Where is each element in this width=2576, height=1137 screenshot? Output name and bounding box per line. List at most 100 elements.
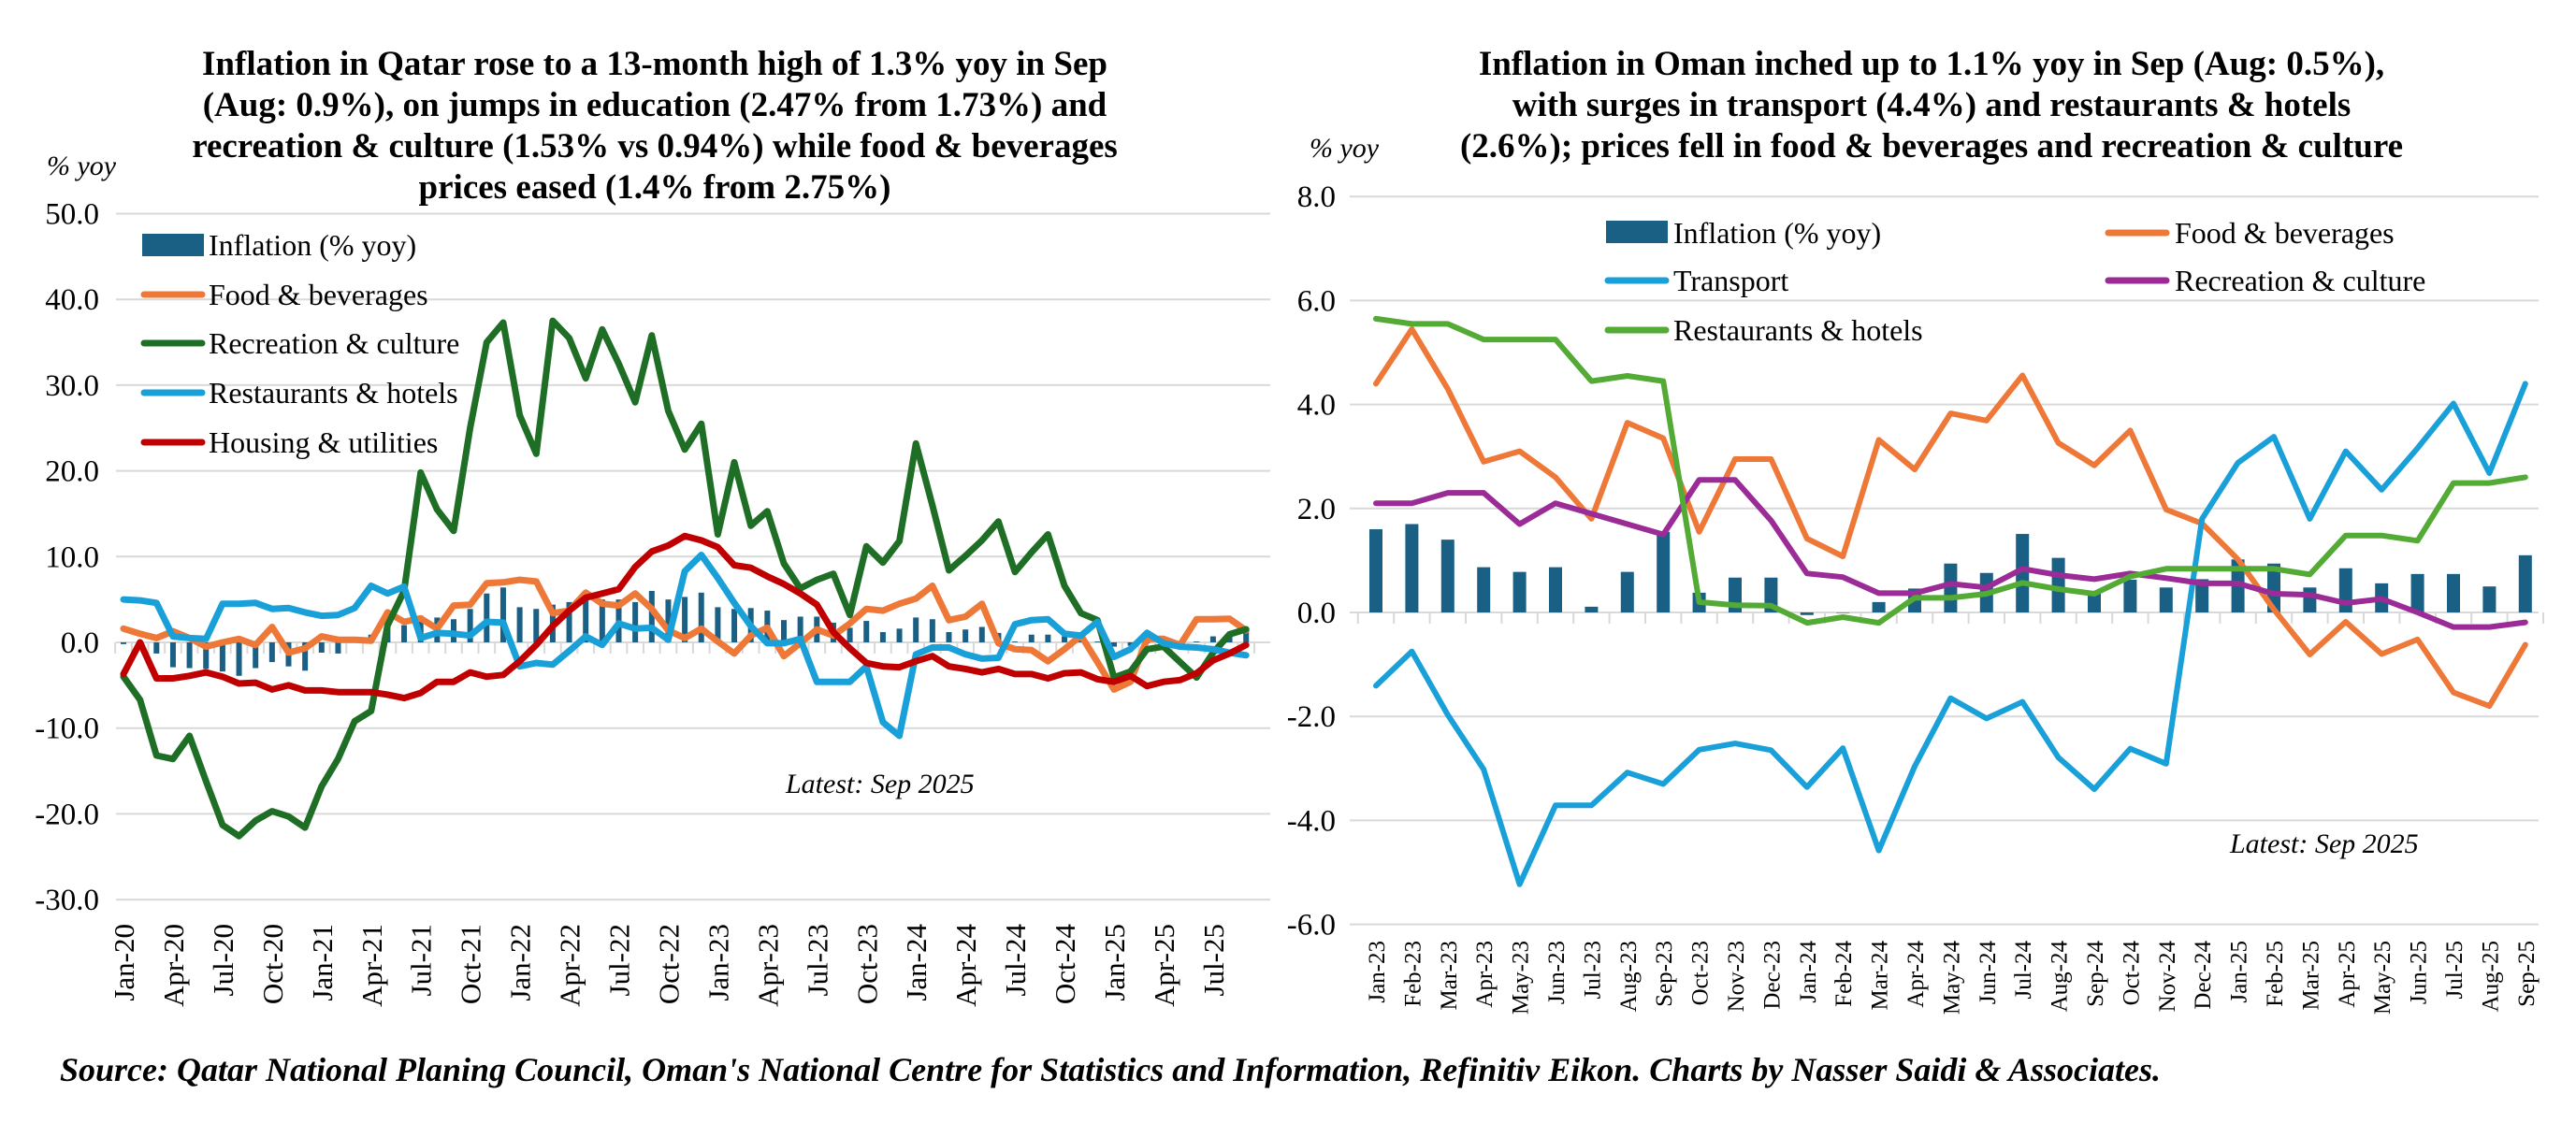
x-tick-label: Jul-20 (207, 924, 239, 997)
legend-label-food: Food & beverages (209, 278, 428, 311)
line-food-beverages (1373, 326, 2528, 710)
y-tick-label: -4.0 (1287, 804, 1336, 838)
x-tick-label: Apr-22 (554, 924, 586, 1007)
oman-title-line-3: (2.6%); prices fell in food & beverages … (1460, 127, 2403, 166)
qatar-legend: Inflation (% yoy) Food & beverages Recre… (140, 228, 459, 459)
line-recreation-culture (1373, 477, 2528, 630)
bar-inflation-aug-24 (1028, 634, 1035, 642)
bar-inflation-aug-20 (236, 642, 242, 676)
bar-inflation-jan-25 (1111, 642, 1117, 647)
bar-inflation-jul-25 (1209, 636, 1216, 642)
y-tick-label: 40.0 (45, 283, 99, 317)
y-tick-label: -6.0 (1287, 909, 1336, 943)
x-tick-label: Oct-22 (652, 924, 685, 1004)
bar-inflation-jun-23 (1549, 567, 1562, 612)
oman-series-lines (1373, 315, 2528, 887)
x-tick-label: Apr-24 (949, 924, 982, 1007)
bar-inflation-apr-24 (962, 629, 969, 642)
y-tick-label: 8.0 (1297, 180, 1336, 214)
x-tick-label: Sep-23 (1652, 941, 1677, 1007)
x-tick-label: Oct-23 (1688, 941, 1714, 1005)
bar-inflation-mar-25 (2303, 587, 2317, 612)
qatar-title-line-1: Inflation in Qatar rose to a 13-month hi… (202, 45, 1107, 83)
x-tick-label: Jul-23 (1580, 941, 1605, 1000)
bar-inflation-nov-21 (484, 593, 490, 642)
bar-inflation-jan-23 (715, 607, 721, 642)
bar-inflation-mar-24 (1872, 601, 1886, 612)
x-tick-label: Jan-23 (1365, 941, 1390, 1003)
x-tick-label: Jul-24 (2011, 941, 2036, 1000)
x-tick-label: Sep-24 (2083, 941, 2108, 1007)
bar-inflation-mar-24 (946, 631, 952, 642)
y-tick-label: -10.0 (35, 712, 99, 746)
y-tick-label: 50.0 (45, 198, 99, 232)
oman-gridlines (1350, 195, 2544, 926)
x-tick-label: Jul-25 (1197, 924, 1230, 997)
bar-inflation-sep-20 (253, 642, 259, 669)
bar-inflation-oct-22 (665, 599, 672, 642)
legend-swatch-inflation (142, 234, 204, 256)
oman-x-tick-labels: Jan-23 Feb-23 Mar-23 Apr-23 May-23 Jun-23 Jul-… (1365, 941, 2540, 1015)
bar-inflation-jan-22 (516, 607, 523, 642)
x-tick-label: Oct-20 (256, 924, 289, 1004)
x-tick-label: Jan-25 (1098, 924, 1131, 1001)
qatar-latest-annotation: Latest: Sep 2025 (785, 769, 975, 799)
x-tick-label: Mar-25 (2298, 941, 2323, 1010)
line-recreation-culture (120, 317, 1250, 840)
oman-inflation-bars (1369, 524, 2532, 615)
bar-inflation-aug-25 (2482, 586, 2496, 612)
x-tick-label: Jan-21 (306, 924, 339, 1001)
bar-inflation-may-24 (1944, 563, 1958, 612)
x-tick-label: Jun-25 (2407, 941, 2432, 1004)
legend-label-recreation: Recreation & culture (209, 326, 459, 360)
x-tick-label: Jan-24 (900, 924, 933, 1001)
qatar-y-axis-unit: % yoy (47, 151, 117, 181)
qatar-inflation-bars (121, 587, 1250, 676)
y-tick-label: 2.0 (1297, 493, 1336, 526)
bar-inflation-sep-23 (847, 627, 853, 642)
bar-inflation-may-20 (186, 642, 193, 669)
bar-inflation-jan-21 (318, 642, 325, 654)
x-tick-label: Sep-25 (2514, 941, 2540, 1007)
x-tick-label: May-23 (1509, 941, 1534, 1015)
x-tick-label: Aug-23 (1616, 941, 1642, 1012)
x-tick-label: Apr-25 (2335, 941, 2360, 1008)
x-tick-label: Aug-24 (2048, 941, 2073, 1013)
bar-inflation-oct-23 (863, 621, 870, 642)
legend-swatch-inflation (1606, 221, 1668, 243)
bar-inflation-aug-24 (2051, 557, 2065, 612)
y-tick-label: -2.0 (1287, 700, 1336, 734)
x-tick-label: Nov-24 (2155, 941, 2180, 1013)
y-tick-label: -30.0 (35, 884, 99, 917)
bar-inflation-may-24 (978, 626, 985, 642)
bar-inflation-jul-24 (1012, 641, 1019, 642)
bar-inflation-apr-22 (566, 601, 572, 642)
oman-y-tick-labels: 8.0 6.0 4.0 2.0 0.0 -2.0 -4.0 -6.0 (1287, 180, 1336, 942)
y-tick-label: -20.0 (35, 798, 99, 831)
bar-inflation-dec-21 (499, 587, 506, 642)
x-tick-label: Feb-23 (1400, 941, 1425, 1007)
x-tick-label: Oct-23 (850, 924, 883, 1004)
bar-inflation-dec-24 (2195, 579, 2209, 612)
bar-inflation-may-22 (583, 599, 589, 642)
bar-inflation-sep-24 (1045, 634, 1051, 642)
line-food-beverages (120, 576, 1250, 693)
bar-inflation-jun-20 (203, 642, 210, 669)
bar-inflation-may-23 (1512, 571, 1527, 612)
x-tick-label: Feb-24 (1831, 941, 1857, 1007)
oman-chart: Inflation in Oman inched up to 1.1% yoy … (1287, 45, 2544, 1015)
bar-inflation-jan-24 (1800, 612, 1814, 615)
bar-inflation-nov-23 (879, 631, 886, 642)
bar-inflation-jun-22 (599, 599, 605, 642)
x-tick-label: Jan-20 (108, 924, 140, 1001)
bar-inflation-feb-25 (1127, 642, 1134, 646)
qatar-gridlines (114, 212, 1270, 901)
x-tick-label: Jan-22 (504, 924, 537, 1001)
x-tick-label: Jun-24 (1975, 941, 2001, 1005)
bar-inflation-jul-20 (219, 642, 225, 672)
x-tick-label: Aug-25 (2478, 941, 2503, 1012)
x-tick-label: Jan-23 (702, 924, 734, 1001)
y-tick-label: 0.0 (1297, 597, 1336, 630)
x-tick-label: Apr-23 (1472, 941, 1498, 1008)
